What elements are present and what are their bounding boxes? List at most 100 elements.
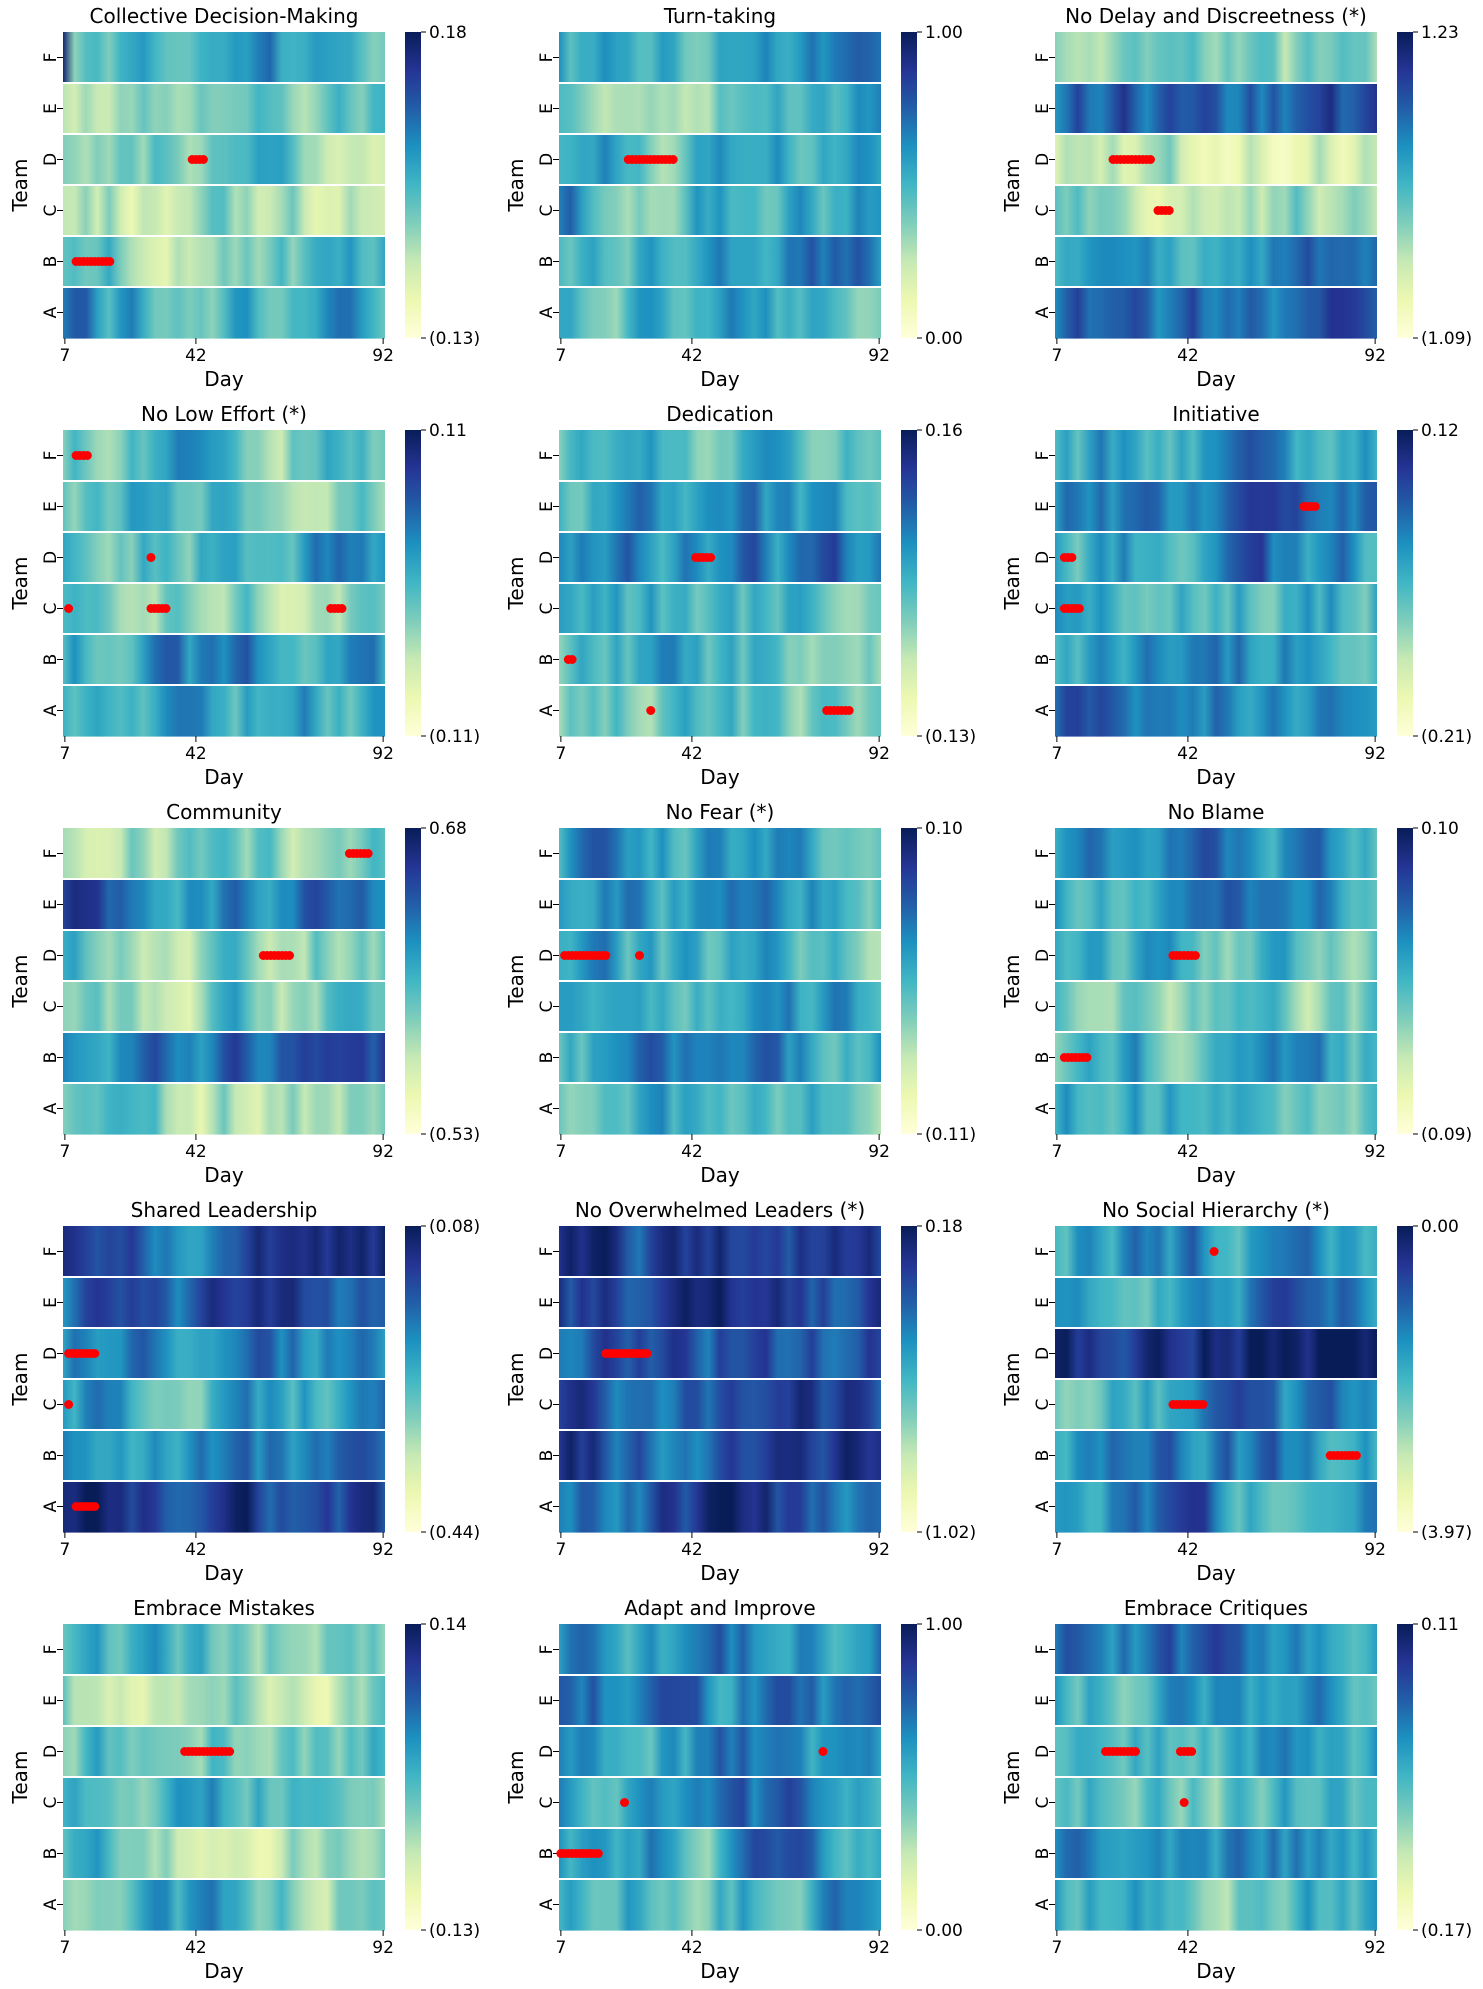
highlight-marker [1310,502,1320,511]
x-axis-label: Day [204,765,244,789]
x-tick-label: 7 [1051,1142,1062,1162]
row-separator [63,633,385,635]
colorbar [901,1226,917,1532]
row-separator [559,480,881,482]
row-separator [559,531,881,533]
y-tick-label: B [1033,1450,1053,1462]
team-row-F [559,1624,881,1676]
x-tick-label: 92 [868,1142,890,1162]
row-separator [1055,235,1377,237]
x-tick-label: 42 [1177,1540,1199,1560]
y-tick-label: F [537,1247,557,1257]
colorbar-min-label: (0.09) [1421,1125,1472,1145]
highlight-marker [1190,951,1200,960]
team-row-A [63,1083,385,1135]
y-tick-label: B [1033,1052,1053,1064]
highlight-marker [1131,1747,1140,1756]
x-tick-label: 92 [868,744,890,764]
row-separator [63,235,385,237]
x-tick-label: 42 [1177,1142,1199,1162]
x-axis-label: Day [204,367,244,391]
x-axis-label: Day [1196,1163,1236,1187]
row-separator [63,1827,385,1829]
colorbar-max-label: 0.68 [429,819,467,839]
colorbar-min-label: (0.11) [429,727,480,747]
row-separator [63,1776,385,1778]
row-separator [63,133,385,135]
highlight-marker [90,1349,100,1358]
y-tick-label: D [1033,551,1053,564]
heatmap-panel-9: F E D C B A No Blame 7 42 92 Day Team 0.10 (0.09) [1000,800,1472,1187]
y-tick-label: D [41,949,61,962]
y-axis-label: Team [8,1353,32,1407]
team-row-B [559,1828,881,1880]
highlight-marker [642,1349,652,1358]
y-tick-label: A [41,306,61,318]
team-row-E [1055,481,1377,533]
y-tick-label: C [41,1001,61,1013]
y-axis-label: Team [504,557,528,611]
x-axis-label: Day [700,765,740,789]
team-row-E [559,879,881,931]
team-row-C [1055,1777,1377,1829]
colorbar [405,1226,421,1532]
row-separator [559,633,881,635]
y-tick-label: C [1033,1797,1053,1809]
colorbar-max-label: 0.12 [1421,421,1459,441]
y-tick-label: E [41,1695,61,1706]
team-row-F [63,32,385,84]
row-separator [1055,531,1377,533]
team-row-F [559,430,881,482]
row-separator [63,684,385,686]
row-separator [1055,684,1377,686]
y-tick-label: D [1033,1745,1053,1758]
highlight-marker [593,1849,603,1858]
row-separator [63,1480,385,1482]
team-row-C [63,1777,385,1829]
colorbar-min-label: 0.00 [925,329,963,349]
colorbar [901,32,917,338]
team-row-A [63,287,385,339]
row-separator [559,1378,881,1380]
y-tick-label: A [1033,1500,1053,1512]
row-separator [1055,1327,1377,1329]
y-tick-label: F [537,451,557,461]
y-tick-label: A [537,704,557,716]
row-separator [1055,1674,1377,1676]
row-separator [1055,82,1377,84]
colorbar [1397,1226,1413,1532]
team-row-E [63,1675,385,1727]
row-separator [63,480,385,482]
highlight-marker [1209,1247,1219,1256]
colorbar-min-label: (1.09) [1421,329,1472,349]
heatmap-panel-5: F E D C B A Dedication 7 42 92 Day Team 0.16 (0.13) [504,402,976,789]
colorbar-max-label: 1.00 [925,1615,963,1635]
team-row-E [1055,1277,1377,1329]
y-tick-label: E [537,501,557,512]
row-separator [559,286,881,288]
row-separator [1055,184,1377,186]
row-separator [559,1725,881,1727]
y-tick-label: D [1033,949,1053,962]
colorbar-min-label: (3.97) [1421,1523,1472,1543]
y-tick-label: C [1033,1001,1053,1013]
x-axis-label: Day [1196,1959,1236,1983]
colorbar [405,32,421,338]
row-separator [1055,878,1377,880]
highlight-marker [646,706,656,715]
y-tick-label: E [1033,899,1053,910]
y-tick-label: E [41,103,61,114]
colorbar-max-label: 0.10 [1421,819,1459,839]
row-separator [559,1827,881,1829]
y-tick-label: E [1033,103,1053,114]
colorbar-max-label: 0.10 [925,819,963,839]
y-tick-label: B [537,654,557,666]
y-tick-label: D [537,153,557,166]
team-row-B [63,1032,385,1084]
highlight-marker [105,257,115,266]
row-separator [63,582,385,584]
y-tick-label: B [41,1450,61,1462]
chart-title: Initiative [1172,402,1259,426]
team-row-B [1055,236,1377,288]
y-axis-label: Team [1000,557,1024,611]
